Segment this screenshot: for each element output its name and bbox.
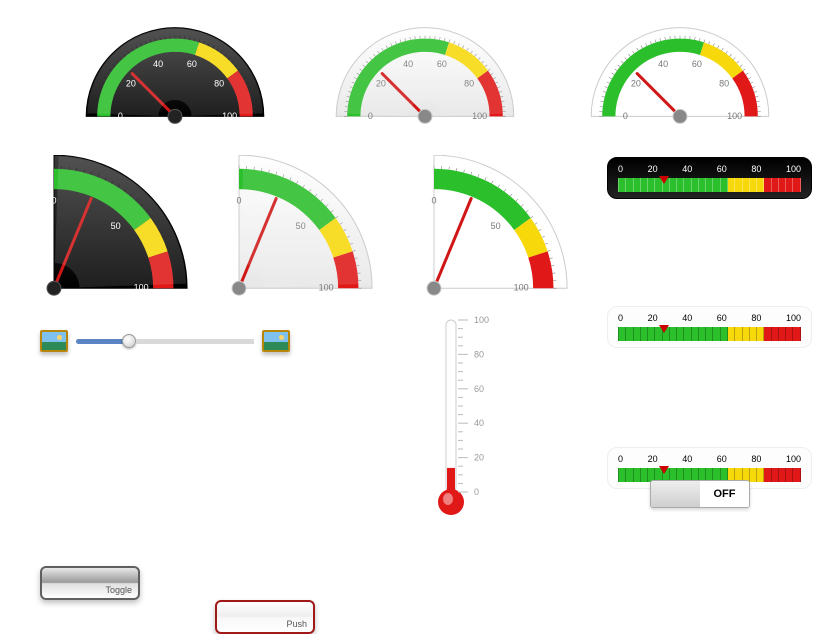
image-slider[interactable] — [40, 330, 290, 352]
push-label: Push — [286, 619, 307, 629]
svg-text:0: 0 — [51, 195, 56, 205]
toggle-button[interactable]: Toggle — [40, 566, 140, 600]
on-off-switch[interactable]: OFF — [650, 480, 750, 508]
photo-icon — [40, 330, 68, 352]
svg-text:80: 80 — [719, 79, 729, 89]
photo-icon — [262, 330, 290, 352]
switch-state: OFF — [700, 481, 749, 507]
half-gauge-glass[interactable]: 020406080100 — [335, 20, 515, 124]
svg-text:20: 20 — [631, 79, 641, 89]
svg-text:100: 100 — [514, 283, 529, 293]
svg-text:20: 20 — [474, 453, 484, 463]
quarter-gauge-dark[interactable]: 050100 — [40, 155, 195, 302]
thermometer-gauge[interactable]: 0 20 40 60 80 100 — [428, 310, 498, 520]
half-gauge-flat[interactable]: 0 20 40 60 80 100 — [590, 20, 770, 124]
svg-text:100: 100 — [727, 111, 742, 121]
half-gauge-dark[interactable]: 020406080100 — [85, 20, 265, 124]
svg-text:40: 40 — [474, 418, 484, 428]
svg-text:40: 40 — [658, 59, 668, 69]
svg-text:0: 0 — [431, 195, 436, 205]
toggle-label: Toggle — [105, 585, 132, 595]
svg-text:60: 60 — [474, 384, 484, 394]
svg-text:80: 80 — [474, 349, 484, 359]
svg-text:100: 100 — [474, 315, 489, 325]
linear-gauge-light-1[interactable]: 020406080100 — [607, 306, 812, 348]
svg-text:0: 0 — [623, 111, 628, 121]
linear-gauge-dark[interactable]: 020406080100 — [607, 157, 812, 199]
svg-text:60: 60 — [692, 59, 702, 69]
push-button[interactable]: Push — [215, 600, 315, 634]
switch-slider — [651, 481, 700, 507]
quarter-gauge-glass[interactable]: 050100 — [225, 155, 380, 302]
quarter-gauge-flat[interactable]: 0 50 100 — [420, 155, 575, 302]
svg-text:0: 0 — [236, 195, 241, 205]
slider-thumb[interactable] — [122, 334, 136, 348]
svg-text:50: 50 — [491, 221, 501, 231]
svg-text:0: 0 — [474, 487, 479, 497]
